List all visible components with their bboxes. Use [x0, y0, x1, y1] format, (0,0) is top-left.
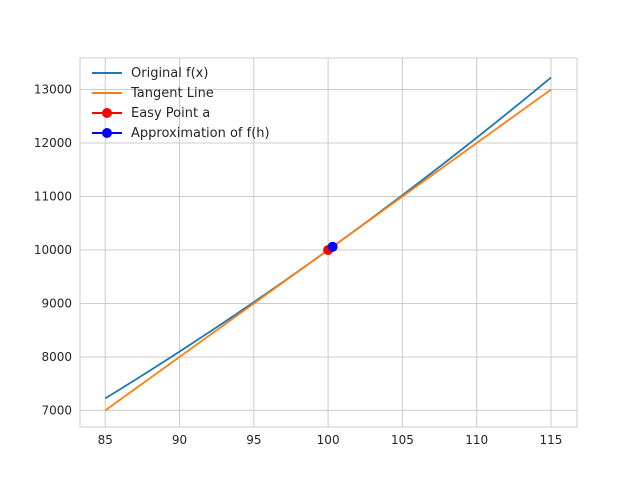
plot-border — [79, 57, 578, 428]
y-tick-label: 10000 — [34, 243, 72, 257]
legend-marker-swatch — [102, 128, 112, 138]
x-tick-label: 85 — [98, 433, 113, 447]
legend: Original f(x) Tangent Line Easy Point a … — [92, 63, 270, 143]
legend-marker-swatch — [102, 108, 112, 118]
legend-line-sample — [92, 107, 122, 119]
y-tick-label: 7000 — [41, 403, 72, 417]
y-tick-label: 8000 — [41, 350, 72, 364]
legend-item-easy-point-a: Easy Point a — [92, 103, 270, 123]
legend-label: Tangent Line — [131, 85, 214, 101]
x-tick-label: 110 — [465, 433, 488, 447]
legend-item-original-fx: Original f(x) — [92, 63, 270, 83]
y-tick-label: 9000 — [41, 296, 72, 310]
y-tick-label: 11000 — [34, 190, 72, 204]
x-tick-label: 115 — [540, 433, 563, 447]
legend-label: Approximation of f(h) — [131, 125, 270, 141]
legend-line-swatch — [92, 92, 122, 94]
legend-item-tangent-line: Tangent Line — [92, 83, 270, 103]
approximation-of-f-h-marker — [327, 241, 338, 252]
y-tick-label: 12000 — [34, 136, 72, 150]
x-tick-label: 100 — [317, 433, 340, 447]
x-tick-label: 105 — [391, 433, 414, 447]
legend-label: Easy Point a — [131, 105, 211, 121]
legend-line-swatch — [92, 72, 122, 74]
legend-line-sample — [92, 127, 122, 139]
legend-item-approximation: Approximation of f(h) — [92, 123, 270, 143]
legend-line-sample — [92, 87, 122, 99]
x-tick-label: 95 — [246, 433, 261, 447]
legend-label: Original f(x) — [131, 65, 209, 81]
legend-line-sample — [92, 67, 122, 79]
y-tick-label: 13000 — [34, 83, 72, 97]
x-tick-label: 90 — [172, 433, 187, 447]
